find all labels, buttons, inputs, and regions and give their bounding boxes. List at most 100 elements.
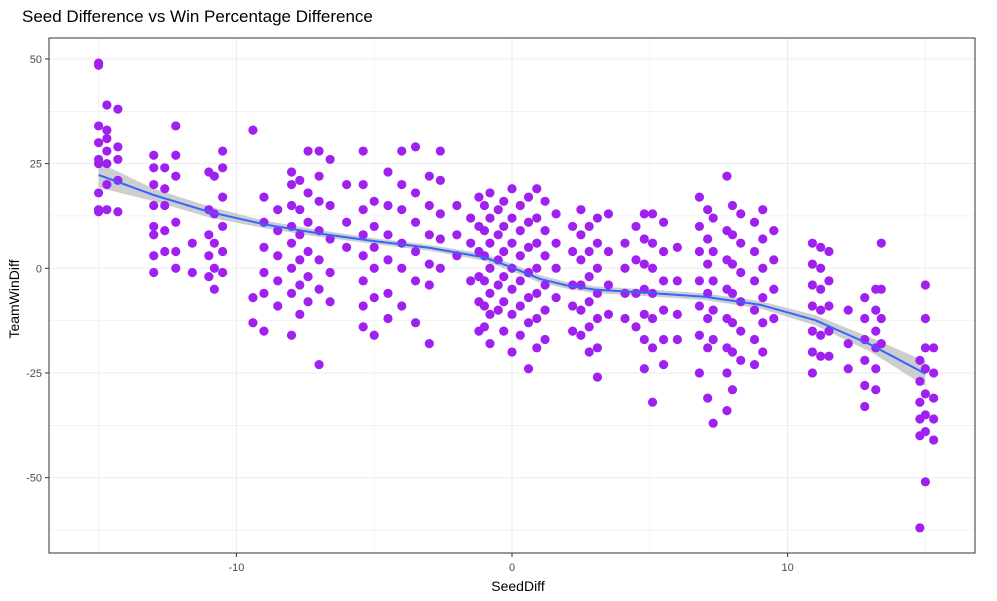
data-point — [639, 259, 649, 269]
data-point — [273, 205, 283, 215]
data-point — [816, 242, 826, 252]
data-point — [342, 179, 352, 190]
data-point — [171, 121, 181, 131]
data-point — [314, 359, 324, 370]
data-point — [435, 146, 445, 156]
data-point — [218, 163, 228, 173]
data-point — [342, 242, 352, 252]
data-point — [209, 263, 219, 273]
data-point — [871, 385, 881, 395]
data-point — [286, 330, 297, 340]
data-point — [824, 351, 834, 361]
data-point — [727, 318, 738, 328]
data-point — [860, 401, 870, 412]
data-point — [758, 318, 768, 328]
data-point — [523, 192, 534, 202]
data-point — [149, 251, 159, 261]
data-point — [94, 60, 104, 70]
data-point — [209, 284, 219, 294]
data-point — [218, 192, 228, 202]
data-point — [807, 259, 817, 269]
data-point — [620, 238, 630, 248]
data-point — [658, 334, 669, 345]
data-point — [727, 288, 738, 299]
y-tick-label: 25 — [30, 159, 42, 171]
data-point — [523, 242, 534, 252]
data-point — [722, 171, 732, 181]
data-point — [639, 209, 649, 219]
data-point — [149, 163, 159, 173]
data-point — [507, 347, 517, 357]
data-point — [149, 200, 159, 211]
data-point — [584, 221, 594, 232]
data-point — [843, 364, 853, 374]
data-point — [397, 205, 407, 215]
data-point — [824, 276, 834, 286]
data-point — [369, 263, 379, 273]
data-point — [479, 322, 490, 332]
data-point — [658, 217, 669, 227]
data-point — [551, 209, 561, 219]
data-point — [658, 359, 669, 370]
data-point — [620, 288, 630, 299]
data-point — [722, 406, 732, 416]
data-point — [769, 313, 779, 324]
data-point — [769, 255, 779, 265]
data-point — [102, 100, 112, 110]
data-point — [218, 267, 228, 278]
data-point — [369, 292, 379, 303]
x-tick-label: 0 — [509, 562, 515, 574]
y-tick-label: 0 — [36, 263, 42, 275]
data-point — [920, 280, 930, 290]
data-point — [915, 523, 925, 533]
data-point — [592, 213, 603, 223]
data-point — [860, 355, 870, 365]
data-point — [727, 347, 738, 357]
data-point — [102, 179, 112, 190]
data-point — [807, 238, 817, 248]
data-point — [303, 217, 313, 227]
data-point — [248, 318, 258, 328]
data-point — [920, 389, 930, 399]
data-point — [149, 221, 159, 232]
data-point — [499, 221, 509, 232]
data-point — [816, 351, 826, 361]
data-point — [584, 347, 594, 357]
data-point — [523, 364, 534, 374]
data-point — [639, 364, 649, 374]
data-point — [369, 330, 379, 340]
data-point — [102, 133, 112, 144]
data-point — [647, 209, 658, 219]
data-point — [920, 313, 930, 324]
data-point — [871, 305, 881, 315]
data-point — [639, 234, 649, 244]
data-point — [295, 230, 305, 240]
data-point — [920, 343, 930, 353]
data-point — [149, 267, 159, 278]
data-point — [708, 334, 718, 345]
data-point — [325, 267, 335, 278]
smooth-trend-line — [98, 173, 926, 375]
data-point — [807, 347, 817, 357]
data-point — [603, 246, 614, 257]
data-point — [722, 368, 732, 378]
data-point — [113, 154, 123, 165]
data-point — [94, 207, 104, 217]
data-point — [576, 255, 586, 265]
data-point — [187, 267, 197, 278]
data-point — [703, 205, 713, 215]
data-point — [160, 246, 170, 257]
data-point — [435, 263, 445, 273]
y-tick-label: -25 — [26, 368, 42, 380]
data-point — [424, 230, 434, 240]
data-point — [485, 309, 495, 319]
data-point — [824, 246, 834, 257]
data-point — [727, 200, 738, 211]
data-point — [592, 313, 603, 324]
data-point — [218, 221, 228, 232]
data-point — [515, 330, 525, 340]
data-point — [658, 276, 669, 286]
data-point — [286, 167, 297, 177]
data-point — [397, 146, 407, 156]
data-point — [515, 251, 525, 261]
